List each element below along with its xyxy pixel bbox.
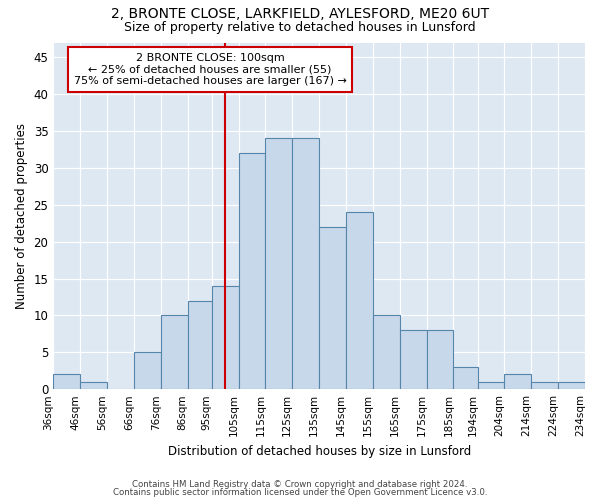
Bar [319, 227, 346, 389]
Bar [558, 382, 585, 389]
Bar [212, 286, 239, 389]
Bar [400, 330, 427, 389]
X-axis label: Distribution of detached houses by size in Lunsford: Distribution of detached houses by size … [167, 444, 471, 458]
Bar [161, 316, 188, 389]
Bar [188, 300, 212, 389]
Bar [292, 138, 319, 389]
Y-axis label: Number of detached properties: Number of detached properties [15, 123, 28, 309]
Bar [265, 138, 292, 389]
Text: Contains public sector information licensed under the Open Government Licence v3: Contains public sector information licen… [113, 488, 487, 497]
Bar [346, 212, 373, 389]
Bar [373, 316, 400, 389]
Bar [531, 382, 558, 389]
Text: Contains HM Land Registry data © Crown copyright and database right 2024.: Contains HM Land Registry data © Crown c… [132, 480, 468, 489]
Text: Size of property relative to detached houses in Lunsford: Size of property relative to detached ho… [124, 21, 476, 34]
Bar [53, 374, 80, 389]
Text: 2 BRONTE CLOSE: 100sqm
← 25% of detached houses are smaller (55)
75% of semi-det: 2 BRONTE CLOSE: 100sqm ← 25% of detached… [74, 53, 347, 86]
Bar [80, 382, 107, 389]
Bar [478, 382, 505, 389]
Bar [427, 330, 454, 389]
Text: 2, BRONTE CLOSE, LARKFIELD, AYLESFORD, ME20 6UT: 2, BRONTE CLOSE, LARKFIELD, AYLESFORD, M… [111, 8, 489, 22]
Bar [454, 367, 478, 389]
Bar [505, 374, 531, 389]
Bar [239, 153, 265, 389]
Bar [134, 352, 161, 389]
